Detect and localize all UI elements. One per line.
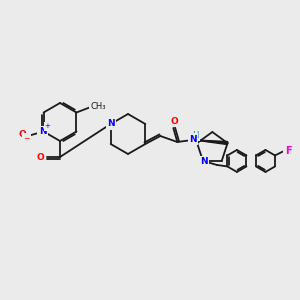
Text: F: F [285,146,291,156]
Text: O: O [19,130,26,139]
Text: −: − [23,134,30,143]
Text: O: O [170,116,178,125]
Polygon shape [194,140,228,145]
Text: O: O [36,152,44,161]
Text: CH₃: CH₃ [91,102,106,111]
Text: H: H [192,130,199,140]
Text: N: N [39,127,46,136]
Text: N: N [200,158,208,166]
Text: +: + [45,124,50,130]
Text: N: N [107,119,115,128]
Text: N: N [190,134,197,143]
